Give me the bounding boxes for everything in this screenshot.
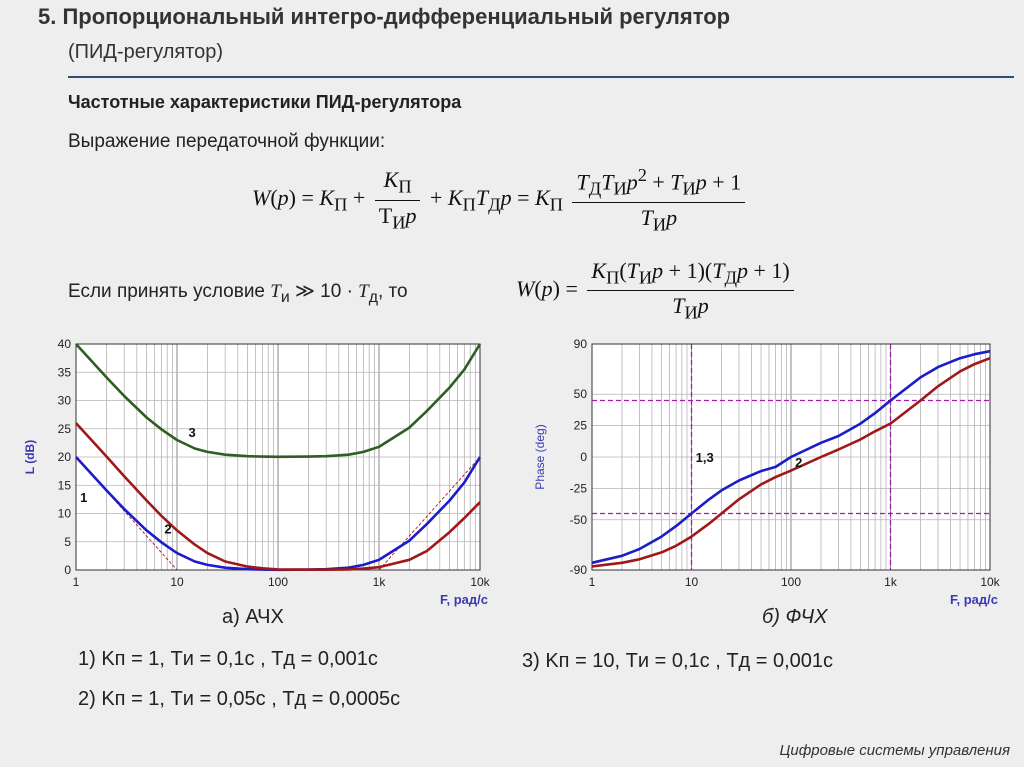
phase-caption: б) ФЧХ — [762, 606, 828, 628]
curve-label: 2 — [795, 455, 802, 470]
y-tick-label: -25 — [570, 481, 588, 495]
x-tick-label: 100 — [781, 575, 801, 589]
series-line-blue — [591, 349, 991, 565]
x-axis-label: F, рад/с — [950, 592, 998, 607]
phase-chart: -90 -50 -25 0 25 50 90 1 10 100 1k 10k 1,3 2 F, рад/с P… — [533, 337, 1001, 607]
y-tick-label: 5 — [64, 535, 71, 549]
y-tick-label: 0 — [580, 450, 587, 464]
condition-text: Если принять условие Tи ≫ 10 · Tд, то — [68, 281, 408, 306]
amplitude-chart: 0 5 10 15 20 25 30 35 40 1 10 100 1k 10k 1 2 3 F, рад/с L … — [23, 337, 491, 607]
y-tick-label: 25 — [58, 422, 72, 436]
condition-prefix: Если принять условие — [68, 281, 265, 302]
x-tick-label: 1 — [73, 575, 80, 589]
params-line-2: 2) Kп = 1, Tи = 0,05с , Tд = 0,0005с — [78, 688, 401, 710]
y-tick-label: 90 — [574, 337, 588, 351]
params-line-1: 1) Kп = 1, Tи = 0,1с , Tд = 0,001с — [78, 648, 378, 670]
plot-frame — [591, 343, 991, 571]
y-tick-label: 10 — [58, 507, 72, 521]
y-tick-label: -90 — [570, 563, 588, 577]
slide-title: 5. Пропорциональный интегро-дифференциал… — [38, 4, 731, 29]
y-tick-label: 35 — [58, 365, 72, 379]
x-tick-label: 10 — [170, 575, 184, 589]
x-tick-label: 10 — [685, 575, 699, 589]
amplitude-caption: а) АЧХ — [222, 606, 284, 628]
y-axis-label: Phase (deg) — [533, 424, 547, 489]
expression-label: Выражение передаточной функции: — [68, 131, 386, 152]
condition-suffix: , то — [378, 281, 408, 302]
y-tick-label: 40 — [58, 337, 72, 351]
slide-subtitle: (ПИД-регулятор) — [68, 41, 224, 63]
curve-label: 2 — [164, 521, 171, 536]
series-line-red — [591, 356, 991, 568]
title-divider — [68, 76, 1014, 78]
y-tick-label: 0 — [64, 563, 71, 577]
x-axis-label: F, рад/с — [440, 592, 488, 607]
series-line-green — [75, 343, 482, 459]
y-tick-label: -50 — [570, 513, 588, 527]
simplified-formula: W(p) = KП(TИp + 1)(TДp + 1) TИp — [516, 258, 798, 324]
x-tick-label: 100 — [268, 575, 288, 589]
x-tick-label: 1 — [589, 575, 596, 589]
y-tick-label: 30 — [58, 394, 72, 408]
y-tick-label: 50 — [574, 387, 588, 401]
transfer-function-formula: W(p) = KП + KП TИp + KПTДp = KП TДTИp2 + … — [252, 165, 749, 235]
curve-label: 1,3 — [696, 450, 714, 465]
y-tick-label: 15 — [58, 478, 72, 492]
asymptote-line — [378, 456, 481, 571]
x-tick-label: 10k — [470, 575, 490, 589]
section-heading: Частотные характеристики ПИД-регулятора — [68, 92, 462, 112]
y-tick-label: 20 — [58, 450, 72, 464]
y-tick-label: 25 — [574, 419, 588, 433]
curve-label: 1 — [80, 490, 87, 505]
x-tick-label: 10k — [980, 575, 1000, 589]
series-line-red — [75, 422, 481, 571]
y-axis-label: L (dB) — [23, 440, 37, 474]
footer-text: Цифровые системы управления — [779, 742, 1010, 759]
params-line-3: 3) Kп = 10, Tи = 0,1с , Tд = 0,001с — [522, 650, 834, 672]
x-tick-label: 1k — [373, 575, 387, 589]
x-tick-label: 1k — [884, 575, 898, 589]
curve-label: 3 — [189, 425, 196, 440]
